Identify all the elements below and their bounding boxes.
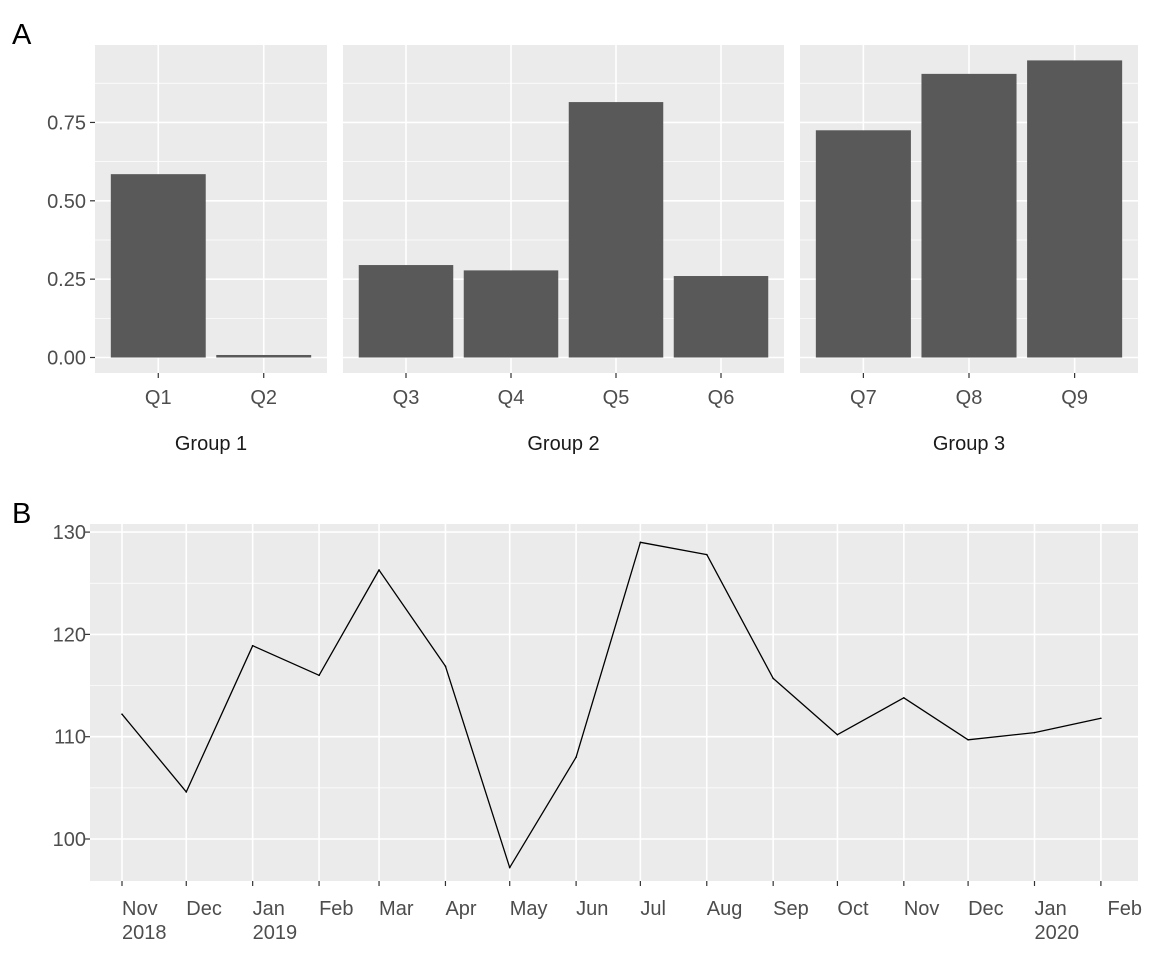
x-tick-month: Dec [186,898,222,920]
y-tick-label: 130 [53,522,86,544]
x-tick-label: Q2 [250,387,277,409]
x-tick-label: Feb [1108,898,1142,920]
data-point [575,756,577,758]
facet-label: Group 3 [933,433,1005,455]
data-point [251,644,254,647]
data-point [508,866,511,869]
x-tick-label: Jul [640,898,666,920]
x-tick-month: Jan [253,898,285,920]
bar-q1 [110,174,206,358]
y-tick-label: 100 [53,829,86,851]
x-tick-label: Sep [773,898,809,920]
x-tick-month: Feb [1108,898,1142,920]
x-tick-month: Nov [904,898,940,920]
x-tick-label: Q5 [603,387,630,409]
data-point [318,674,320,677]
x-tick-label: Aug [707,898,743,920]
data-point [1100,717,1102,720]
data-point [967,738,969,741]
line-panel-bg [90,524,1138,881]
x-tick-label: Q3 [393,387,420,409]
x-tick-month: Oct [837,898,869,920]
y-tick-label: 0.75 [47,112,86,134]
x-tick-label: May [510,898,548,920]
bar-q9 [1027,60,1123,358]
x-tick-month: Aug [707,898,743,920]
x-tick-month: Sep [773,898,809,920]
data-point [836,733,839,736]
y-tick-label: 120 [53,624,86,646]
x-tick-month: Apr [445,898,476,920]
x-tick-label: Jan 2019 [253,898,297,944]
x-tick-label: Nov 2018 [122,898,167,944]
x-tick-label: Q4 [498,387,525,409]
data-point [772,677,774,680]
data-point [639,541,642,544]
x-tick-month: Dec [968,898,1004,920]
x-tick-year: 2019 [253,922,297,944]
x-tick-label: Feb [319,898,353,920]
x-tick-month: Jun [576,898,608,920]
series-line [121,541,1102,869]
data-point [444,665,447,667]
x-tick-label: Nov [904,898,940,920]
bar-q6 [673,276,769,358]
panel-tag-b: B [12,498,31,530]
x-tick-month: Jan [1034,898,1066,920]
bar-chart-panel-a: Q1 Q2 Group 1 Q3 Q4 Q5 Q6 Group 2 Q7 Q8 Q9 Group 3 0… [47,45,1138,455]
facet-label: Group 2 [527,433,599,455]
x-tick-label: Q6 [708,387,735,409]
x-tick-year: 2020 [1034,922,1079,944]
x-tick-month: Mar [379,898,414,920]
data-point [705,553,708,556]
x-tick-label: Jan 2020 [1034,898,1079,944]
y-tick-label: 0.25 [47,269,86,291]
x-tick-month: Jul [640,898,666,920]
data-point [185,791,188,793]
x-tick-month: Feb [319,898,353,920]
bar-q3 [358,265,454,358]
panel-tag-a: A [12,19,32,51]
data-point [903,697,905,699]
x-tick-year: 2018 [122,922,167,944]
data-point [378,569,380,571]
bar-q2 [216,354,312,358]
facet-label: Group 1 [175,433,247,455]
x-tick-label: Q9 [1061,387,1088,409]
bar-q7 [815,130,911,358]
x-tick-label: Dec [968,898,1004,920]
bar-q4 [463,270,559,358]
x-tick-label: Mar [379,898,414,920]
x-tick-label: Q1 [145,387,172,409]
x-tick-label: Apr [445,898,476,920]
x-tick-month: May [510,898,548,920]
y-tick-label: 110 [54,727,86,749]
x-tick-label: Oct [837,898,869,920]
bar-q8 [921,73,1017,358]
y-tick-label: 0.50 [47,191,86,213]
x-tick-label: Q7 [850,387,877,409]
bar-q5 [568,102,664,358]
x-tick-label: Q8 [956,387,983,409]
x-tick-label: Dec [186,898,222,920]
x-tick-month: Nov [122,898,158,920]
y-tick-label: 0.00 [47,348,86,370]
x-tick-label: Jun [576,898,608,920]
data-point [121,713,123,715]
data-point [1033,731,1036,734]
